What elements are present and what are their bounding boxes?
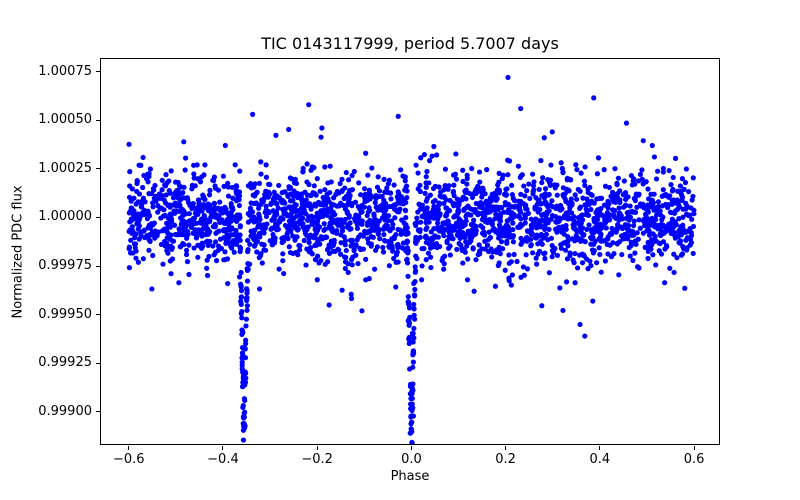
scatter-points-canvas bbox=[100, 58, 720, 445]
x-tick-label: −0.2 bbox=[301, 452, 333, 467]
x-tick-mark bbox=[693, 446, 695, 450]
x-tick-label: 0.6 bbox=[683, 452, 705, 467]
x-tick-label: 0.4 bbox=[589, 452, 611, 467]
x-tick-label: −0.6 bbox=[112, 452, 145, 467]
x-tick-mark bbox=[222, 446, 224, 450]
y-tick-label: 1.00075 bbox=[38, 63, 92, 79]
x-tick-mark bbox=[505, 446, 507, 450]
y-tick-mark bbox=[96, 216, 100, 218]
y-tick-label: 0.99925 bbox=[38, 355, 92, 371]
plot-area bbox=[100, 58, 720, 445]
x-tick-mark bbox=[599, 446, 601, 450]
y-tick-mark bbox=[96, 362, 100, 364]
x-tick-mark bbox=[316, 446, 318, 450]
y-tick-label: 0.99975 bbox=[38, 258, 92, 274]
y-tick-mark bbox=[96, 168, 100, 170]
y-tick-label: 0.99950 bbox=[38, 306, 92, 322]
y-tick-label: 0.99900 bbox=[38, 403, 92, 419]
x-tick-mark bbox=[410, 446, 412, 450]
y-tick-label: 1.00000 bbox=[38, 209, 92, 225]
plot-title: TIC 0143117999, period 5.7007 days bbox=[261, 34, 559, 53]
x-tick-label: 0.2 bbox=[495, 452, 516, 467]
y-tick-mark bbox=[96, 411, 100, 413]
x-tick-mark bbox=[128, 446, 130, 450]
x-tick-label: −0.4 bbox=[207, 452, 239, 467]
y-tick-mark bbox=[96, 71, 100, 73]
y-tick-mark bbox=[96, 265, 100, 267]
y-tick-label: 1.00050 bbox=[38, 112, 92, 128]
y-tick-label: 1.00025 bbox=[38, 160, 92, 176]
y-tick-mark bbox=[96, 314, 100, 316]
x-tick-label: 0.0 bbox=[401, 452, 422, 467]
x-axis-label: Phase bbox=[390, 469, 430, 484]
y-axis-label: Normalized PDC flux bbox=[10, 185, 26, 319]
y-tick-mark bbox=[96, 119, 100, 121]
